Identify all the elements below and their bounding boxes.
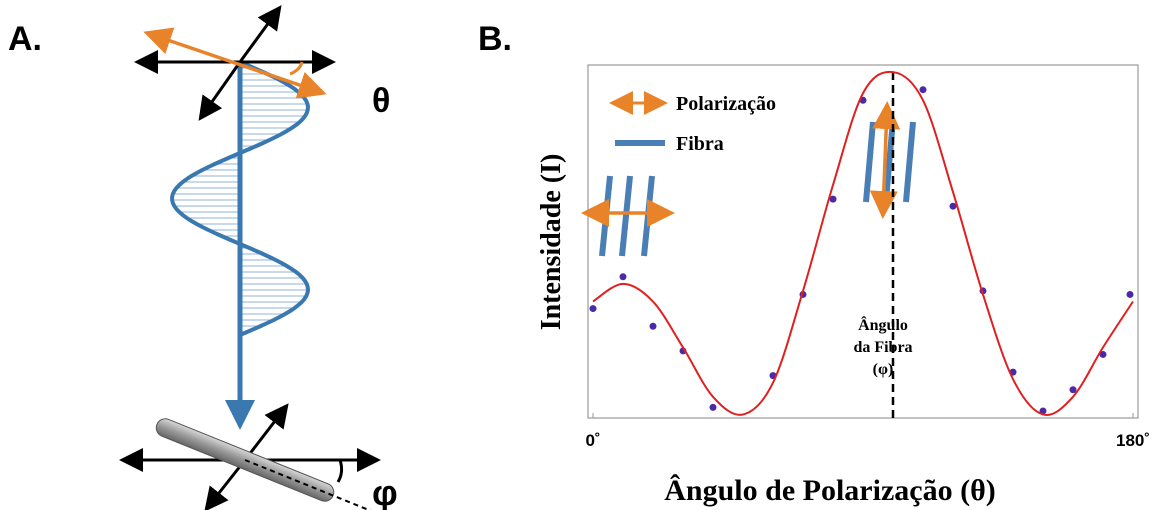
- plot-frame: [587, 64, 1139, 419]
- x-tick-label: 180˚: [1116, 431, 1150, 450]
- annotation: da Fibra: [853, 339, 912, 356]
- polarization-icon: [869, 101, 901, 219]
- axis-arrow: [204, 459, 247, 510]
- phi-label: φ: [372, 472, 398, 510]
- panel-label: B.: [478, 20, 512, 58]
- data-point: [649, 322, 657, 330]
- data-point: [829, 195, 837, 203]
- panel-label: A.: [8, 20, 42, 58]
- data-point: [619, 273, 627, 281]
- data-point: [1126, 290, 1134, 298]
- panel-b: B. Polarização Fibra Intensidade (I) Âng…: [478, 20, 1150, 507]
- x-tick-label: 0˚: [585, 431, 600, 450]
- theta-label: θ: [372, 82, 390, 120]
- data-point: [589, 305, 597, 313]
- fit-curve: [592, 70, 1134, 417]
- annotation: (φ): [873, 361, 894, 378]
- axis-arrow: [238, 5, 282, 63]
- y-axis-label: Intensidade (I): [536, 154, 567, 331]
- angle-arc: [336, 459, 344, 483]
- axis-arrow: [243, 403, 289, 461]
- annotation: Ângulo: [858, 315, 908, 334]
- legend-label: Polarização: [676, 93, 776, 115]
- x-axis-label: Ângulo de Polarização (θ): [664, 474, 995, 507]
- polarization-arrow: [143, 27, 327, 99]
- panel-a: A. θ φ: [8, 5, 398, 510]
- data-point: [1039, 407, 1047, 415]
- data-point: [709, 403, 717, 411]
- wave: [170, 60, 311, 337]
- data-point: [1069, 386, 1077, 394]
- data-point: [949, 202, 957, 210]
- angle-arc: [289, 61, 304, 76]
- data-point: [919, 86, 927, 94]
- data-point: [1099, 350, 1107, 358]
- axis-arrow: [198, 61, 242, 121]
- legend-label: Fibra: [676, 133, 724, 155]
- fiber-cylinder: [155, 418, 376, 510]
